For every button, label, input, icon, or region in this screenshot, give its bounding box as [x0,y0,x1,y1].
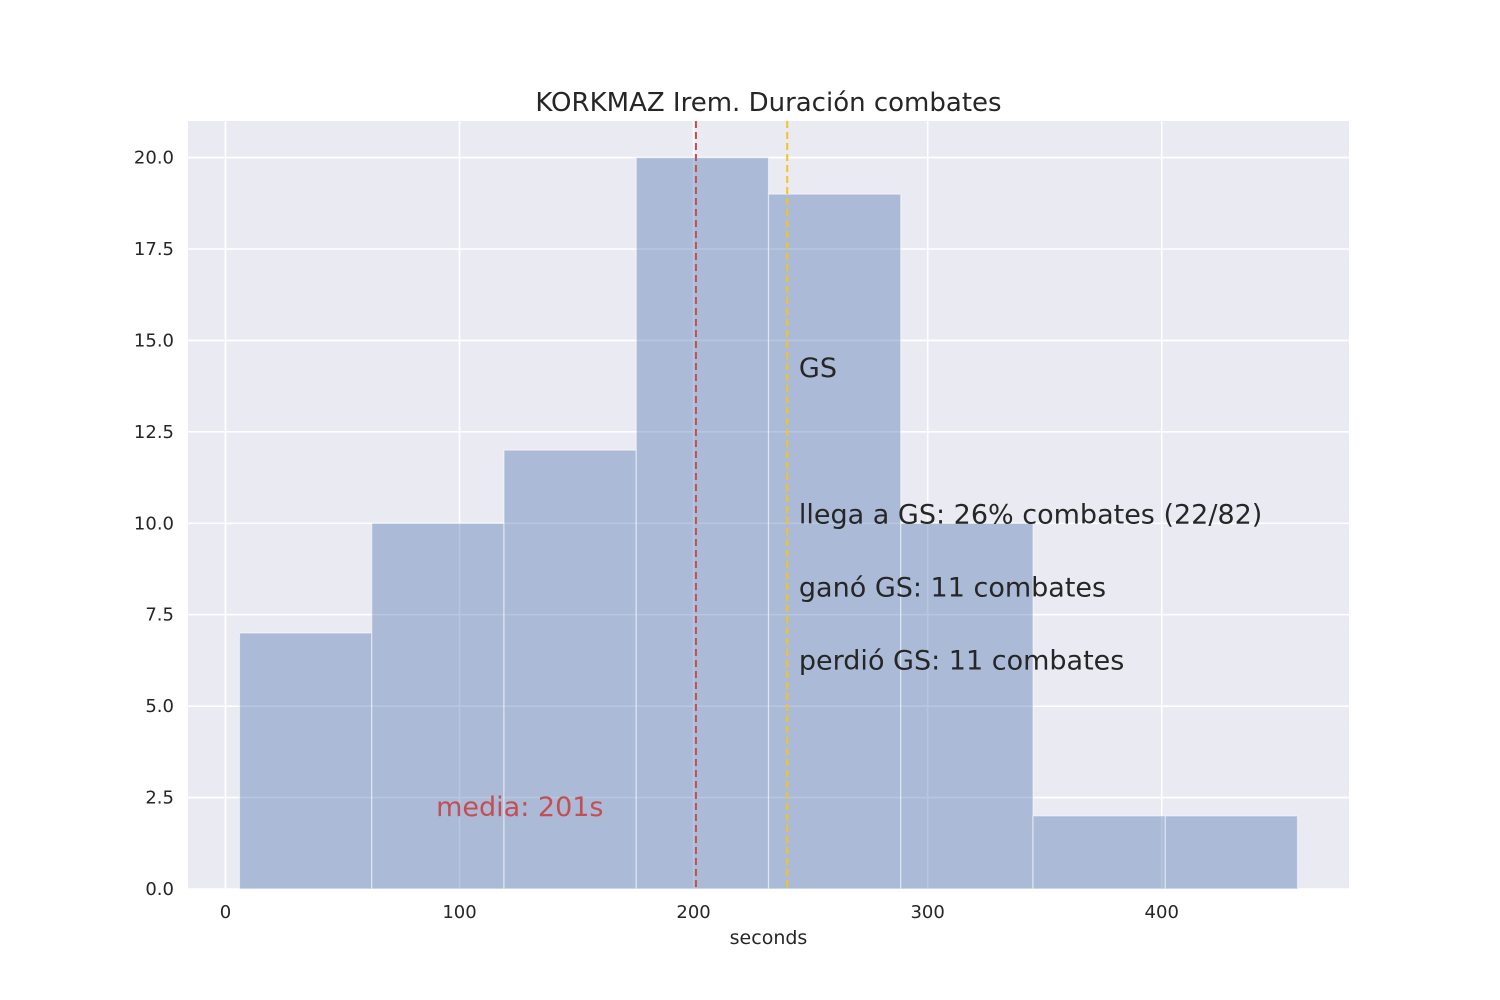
histogram-bar [1164,815,1299,890]
x-tick-label: 100 [442,902,476,923]
x-tick-label: 300 [910,902,944,923]
histogram-bar [900,522,1034,890]
y-tick-label: 12.5 [134,422,174,443]
x-axis-label: seconds [730,927,808,949]
y-tick-label: 20.0 [134,148,174,169]
x-tick-label: 400 [1145,902,1179,923]
histogram-bar [1032,815,1166,890]
histogram-bar [767,193,902,890]
mean-annotation: media: 201s [436,792,603,823]
y-tick-labels: 0.0 2.5 5.0 7.5 10.0 12.5 15.0 17.5 20.0 [134,148,174,900]
histogram-bars [238,156,1299,890]
histogram-bar [371,522,505,890]
y-tick-label: 0.0 [145,879,174,900]
reference-lines [694,121,789,889]
histogram-bar [503,449,637,890]
x-tick-labels: 0 100 200 300 400 [220,902,1179,923]
gs-annotation: GS [799,353,837,384]
gs-won-annotation: ganó GS: 11 combates [799,572,1106,603]
x-tick-label: 200 [676,902,710,923]
y-tick-label: 2.5 [145,788,174,809]
chart-title: KORKMAZ Irem. Duración combates [535,88,1001,118]
y-tick-label: 7.5 [145,605,174,626]
annotations: media: 201s GS llega a GS: 26% combates (2… [436,353,1262,823]
histogram-bar [238,632,373,890]
x-tick-label: 0 [220,902,231,923]
histogram-bar [635,156,770,890]
gs-lost-annotation: perdió GS: 11 combates [799,646,1124,677]
gs-reach-annotation: llega a GS: 26% combates (22/82) [799,499,1262,530]
y-tick-label: 5.0 [145,696,174,717]
y-tick-label: 10.0 [134,513,174,534]
y-tick-label: 15.0 [134,330,174,351]
y-tick-label: 17.5 [134,239,174,260]
